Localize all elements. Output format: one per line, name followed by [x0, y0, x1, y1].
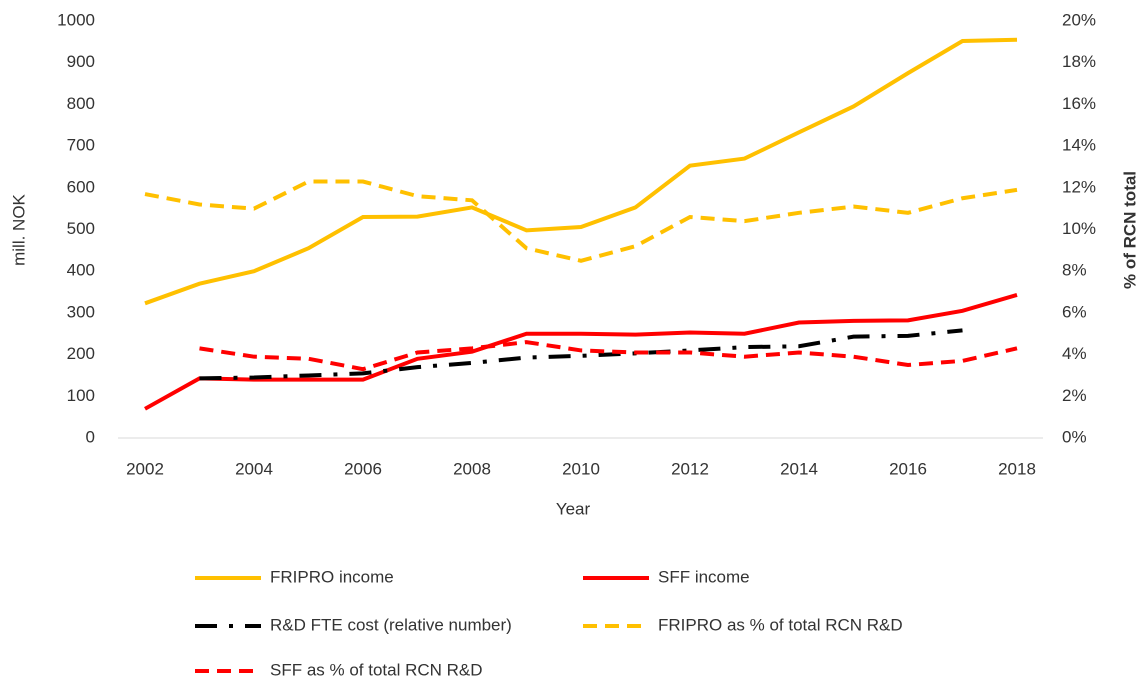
- x-tick-label: 2012: [671, 459, 709, 478]
- y2-tick-label: 16%: [1062, 94, 1096, 113]
- y-tick-label: 900: [67, 52, 95, 71]
- y2-axis-title: % of RCN total: [1120, 171, 1139, 289]
- y-tick-label: 700: [67, 136, 95, 155]
- x-tick-label: 2006: [344, 459, 382, 478]
- series-line: [144, 37, 1018, 306]
- y-tick-label: 1000: [57, 10, 95, 29]
- legend-label: FRIPRO income: [270, 567, 394, 586]
- series-line: [199, 328, 963, 381]
- y-tick-label: 500: [67, 219, 95, 238]
- y2-tick-label: 8%: [1062, 261, 1087, 280]
- y2-tick-label: 12%: [1062, 177, 1096, 196]
- y2-tick-label: 4%: [1062, 344, 1087, 363]
- x-tick-label: 2016: [889, 459, 927, 478]
- y2-tick-label: 0%: [1062, 427, 1087, 446]
- y-tick-label: 400: [67, 261, 95, 280]
- y-tick-label: 200: [67, 344, 95, 363]
- legend-label: FRIPRO as % of total RCN R&D: [658, 615, 903, 634]
- x-tick-label: 2014: [780, 459, 818, 478]
- y2-tick-label: 2%: [1062, 386, 1087, 405]
- y-tick-label: 600: [67, 177, 95, 196]
- y-tick-label: 0: [86, 427, 95, 446]
- y2-tick-label: 10%: [1062, 219, 1096, 238]
- legend-label: SFF as % of total RCN R&D: [270, 660, 483, 679]
- legend-label: R&D FTE cost (relative number): [270, 615, 512, 634]
- y2-tick-label: 20%: [1062, 10, 1096, 29]
- y-tick-label: 100: [67, 386, 95, 405]
- y2-tick-label: 18%: [1062, 52, 1096, 71]
- series-line: [144, 293, 1018, 411]
- x-tick-label: 2008: [453, 459, 491, 478]
- series-line: [144, 179, 1018, 263]
- y-axis-title: mill. NOK: [9, 193, 28, 265]
- x-axis-title: Year: [556, 499, 591, 518]
- series-line: [199, 340, 1018, 372]
- x-tick-label: 2018: [998, 459, 1036, 478]
- x-tick-label: 2004: [235, 459, 273, 478]
- y2-tick-label: 6%: [1062, 302, 1087, 321]
- y2-tick-label: 14%: [1062, 136, 1096, 155]
- x-tick-label: 2010: [562, 459, 600, 478]
- y-tick-label: 300: [67, 302, 95, 321]
- y-tick-label: 800: [67, 94, 95, 113]
- x-tick-label: 2002: [126, 459, 164, 478]
- legend-label: SFF income: [658, 567, 750, 586]
